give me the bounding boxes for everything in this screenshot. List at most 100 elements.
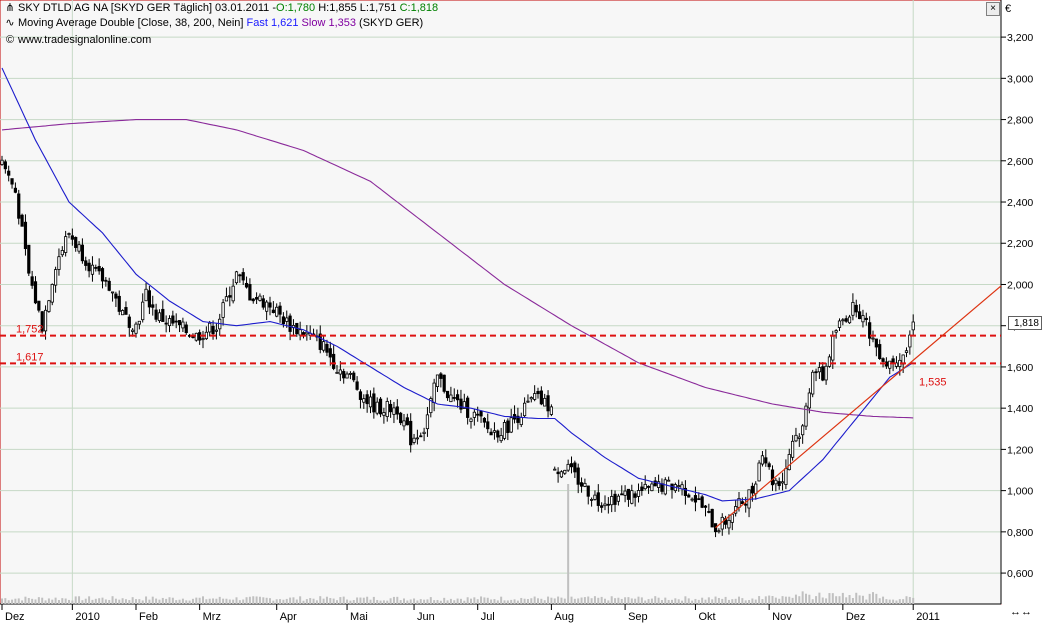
candle-body — [248, 284, 252, 301]
candle-body — [613, 493, 617, 505]
volume-bar — [520, 597, 523, 604]
candle-body — [767, 463, 771, 468]
y-tick-label: 1,600 — [1007, 362, 1033, 374]
volume-bar — [734, 598, 737, 604]
volume-bar — [245, 597, 248, 604]
candle-body — [576, 467, 580, 485]
close-button[interactable]: × — [986, 2, 1000, 16]
volume-bar — [788, 596, 791, 604]
candle-body — [368, 396, 373, 408]
candle-body — [569, 463, 574, 468]
candle-body — [121, 310, 125, 316]
volume-bar — [252, 596, 255, 604]
copyright-icon: © — [5, 34, 15, 46]
volume-bar — [503, 600, 506, 604]
volume-bar — [878, 598, 881, 604]
x-tick-label: Jun — [417, 611, 435, 623]
candle-body — [854, 304, 858, 313]
volume-bar — [738, 596, 740, 604]
volume-bar — [570, 596, 573, 604]
candle-body — [777, 481, 781, 487]
candle-body — [780, 481, 785, 484]
candle-body — [174, 320, 178, 323]
volume-bar — [376, 599, 379, 604]
candle-body — [194, 332, 198, 341]
candle-body — [234, 271, 239, 284]
volume-bar — [372, 596, 375, 604]
volume-bar — [614, 598, 617, 604]
volume-bar — [84, 598, 87, 604]
volume-bar — [547, 596, 550, 604]
candle-body — [489, 431, 493, 436]
candle-body — [814, 371, 818, 374]
volume-bar — [14, 598, 17, 604]
candle-body — [891, 358, 895, 363]
scroll-arrows-button[interactable]: ↔↔ — [1010, 606, 1032, 618]
candle-body — [157, 312, 162, 322]
candle-body — [321, 341, 326, 351]
x-tick-label: Sep — [628, 611, 648, 623]
candle-body — [67, 233, 71, 235]
volume-bar — [302, 600, 305, 604]
volume-bar — [483, 597, 486, 604]
candle-body — [616, 495, 621, 502]
candle-body — [224, 296, 229, 302]
volume-bar — [905, 596, 908, 604]
candle-body — [479, 410, 483, 417]
volume-bar — [593, 596, 596, 604]
candle-body — [760, 455, 765, 465]
candle-body — [90, 264, 95, 275]
candle-body — [526, 400, 530, 403]
candle-body — [610, 496, 614, 506]
header-line-2: ∿ Moving Average Double [Close, 38, 200, … — [4, 16, 423, 30]
x-tick-label: Mai — [350, 611, 368, 623]
candle-body — [549, 406, 554, 415]
candle-body — [851, 302, 855, 316]
candle-body — [432, 382, 436, 403]
volume-bar — [754, 599, 757, 604]
volume-bar — [325, 596, 328, 604]
volume-bar — [831, 593, 834, 604]
volume-bar — [821, 597, 824, 604]
chart-icon: ⋔ — [5, 2, 15, 14]
volume-bar — [714, 596, 717, 604]
y-tick-label: 2,200 — [1007, 238, 1033, 250]
volume-bar — [868, 593, 871, 604]
volume-bar — [644, 600, 647, 604]
volume-bar — [798, 596, 801, 604]
candle-body — [399, 412, 403, 424]
candle-body — [402, 420, 406, 427]
volume-bar — [553, 598, 556, 604]
volume-bar — [801, 591, 804, 604]
candle-body — [660, 483, 664, 492]
volume-bar — [124, 599, 127, 604]
candle-body — [600, 505, 604, 508]
candle-body — [211, 325, 215, 335]
volume-bar — [523, 598, 526, 604]
candle-body — [744, 503, 748, 506]
x-tick-label: Apr — [280, 611, 297, 623]
candle-body — [626, 488, 631, 500]
candle-body — [452, 397, 456, 399]
volume-bar — [191, 598, 194, 604]
volume-bar — [480, 596, 483, 604]
x-tick-label: Dez — [5, 611, 25, 623]
volume-bar — [758, 596, 761, 604]
volume-bar — [68, 599, 70, 604]
candle-body — [847, 316, 852, 324]
volume-bar — [620, 598, 623, 604]
candle-body — [787, 454, 791, 471]
x-tick-label: 2010 — [75, 611, 99, 623]
volume-bar — [346, 599, 349, 604]
candle-body — [888, 360, 892, 369]
candle-body — [288, 315, 292, 332]
volume-bar — [583, 597, 586, 604]
candle-body — [137, 320, 141, 325]
volume-bar — [526, 599, 529, 604]
candle-body — [127, 316, 131, 328]
candle-body — [388, 403, 393, 413]
volume-bar — [446, 600, 449, 604]
candle-body — [171, 315, 175, 324]
volume-bar — [500, 596, 503, 604]
x-tick-label: Dez — [846, 611, 866, 623]
